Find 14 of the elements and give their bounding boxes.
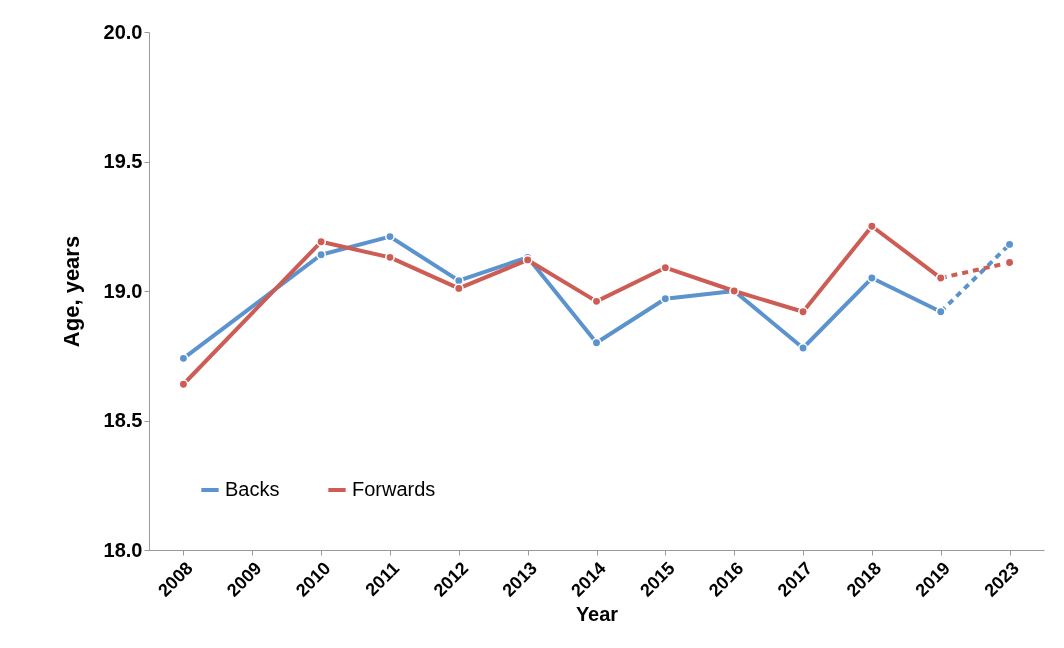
y-tick-label: 19.5 [103,150,143,172]
point [866,273,877,283]
point [866,221,877,232]
legend-label: Backs [225,478,280,500]
y-tick-label: 20.0 [103,20,143,43]
y-axis-title: Age, years [58,235,84,348]
legend-label: Forwards [352,478,436,500]
x-axis-title: Year [575,602,619,625]
point [798,306,808,317]
y-tick-label: 19.0 [103,279,143,302]
y-tick-label: 18.5 [103,409,143,431]
point [591,337,602,348]
y-tick-label: 18.0 [103,538,143,561]
point [798,343,808,353]
